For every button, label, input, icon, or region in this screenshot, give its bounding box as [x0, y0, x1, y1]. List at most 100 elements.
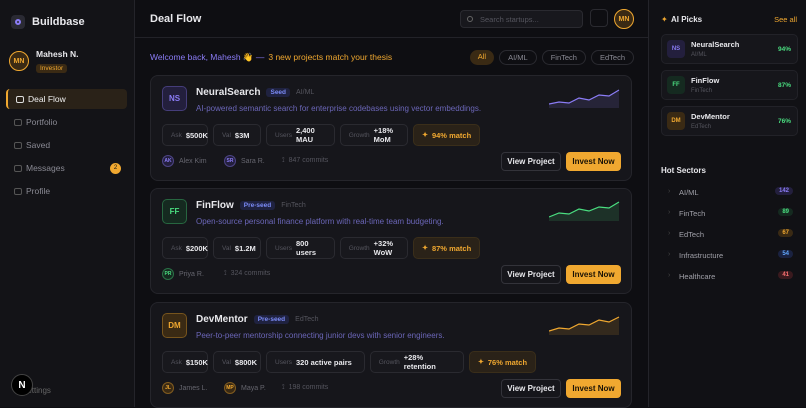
spark-line [549, 201, 620, 218]
sector-row[interactable]: › EdTech 67 [661, 228, 793, 242]
metric-value: 2,400 MAU [295, 126, 315, 144]
sector-row[interactable]: › Infrastructure 54 [661, 249, 793, 263]
metric-value: $500K [185, 130, 208, 140]
team-member: SR Sara R. [224, 155, 265, 167]
sparkline [549, 89, 620, 108]
member-avatar: PR [162, 268, 174, 280]
filter-chip[interactable]: AI/ML [499, 50, 537, 65]
description: Peer-to-peer mentorship connecting junio… [196, 331, 445, 340]
metric-value: 800 users [295, 239, 316, 257]
nav-item[interactable]: Saved [6, 135, 127, 155]
match-icon: ✦ [478, 359, 484, 366]
sector-name: AI/ML [679, 188, 699, 197]
search-box[interactable]: Search startups... [460, 10, 583, 28]
metric-value: $3M [234, 130, 250, 140]
sector-name: EdTech [679, 230, 705, 239]
bell-button[interactable] [590, 9, 608, 27]
stage-badge: Pre-seed [239, 201, 276, 210]
metric: Users 800 users [266, 237, 335, 259]
stage-badge: Seed [266, 88, 291, 97]
pick-score: 94% [777, 46, 791, 53]
commit-icon: ⟟ [282, 157, 285, 164]
nav-label: Profile [26, 186, 51, 196]
metric-label: Users [275, 244, 292, 252]
nav-item[interactable]: Profile [6, 181, 127, 201]
filter-chip[interactable]: FinTech [541, 50, 586, 65]
sector-row[interactable]: › FinTech 89 [661, 207, 793, 221]
match-text: 94% match [431, 130, 472, 140]
commit-icon: ⟟ [224, 270, 227, 277]
invest-button[interactable]: Invest Now [566, 379, 621, 398]
search-icon [467, 16, 473, 22]
sector-name: FinTech [679, 209, 706, 218]
main: Deal Flow Search startups... MN Welcome bac… [135, 0, 648, 408]
pick-item[interactable]: FF FinFlow FinTech 87% [661, 70, 798, 100]
see-all[interactable]: See all [774, 15, 797, 24]
sector: AI/ML [296, 89, 315, 96]
match-badge: ✦ 87% match [413, 237, 481, 259]
nav-item[interactable]: Portfolio [6, 112, 127, 132]
view-button[interactable]: View Project [501, 152, 561, 171]
sector-count: 54 [778, 250, 793, 258]
metric-value: +28% retention [403, 353, 436, 371]
view-button[interactable]: View Project [501, 265, 561, 284]
project-card: FF FinFlow Pre-seed FinTech Open-source pers… [150, 188, 632, 294]
project-logo: NS [162, 86, 187, 111]
logo-icon [11, 15, 25, 29]
logo-dot [15, 19, 21, 25]
invest-button[interactable]: Invest Now [566, 152, 621, 171]
member-avatar: MP [224, 382, 236, 394]
sector-chevron: › [668, 251, 671, 258]
pick-sector: FinTech [691, 88, 713, 94]
welcome-highlight: 3 new projects match your thesis [268, 52, 393, 62]
metric-value: +18% MoM [373, 126, 394, 144]
metric-label: Ask [171, 244, 182, 252]
metric: Growth +18% MoM [339, 124, 409, 146]
pick-logo: DM [667, 112, 685, 130]
nav-item[interactable]: Deal Flow [6, 89, 127, 109]
sector-count: 67 [778, 229, 793, 237]
metric-value: $800K [234, 357, 258, 367]
metric-label: Growth [348, 244, 370, 252]
user-name: Mahesh N. [36, 49, 79, 59]
nav-icon [14, 187, 22, 195]
match-badge: ✦ 94% match [413, 124, 481, 146]
nav-label: Portfolio [26, 117, 58, 127]
filter-chip[interactable]: All [469, 50, 495, 65]
sector-row[interactable]: › Healthcare 41 [661, 270, 793, 284]
sector-row[interactable]: › AI/ML 142 [661, 186, 793, 200]
project-name: NeuralSearch [196, 87, 261, 98]
footer-badge: N [11, 374, 33, 396]
match-text: 76% match [487, 357, 528, 367]
pick-item[interactable]: NS NeuralSearch AI/ML 94% [661, 34, 798, 64]
sector-count: 41 [778, 271, 793, 279]
spark-line [549, 89, 620, 105]
commit-count: 324 commits [230, 270, 271, 277]
sector: EdTech [295, 316, 319, 323]
nav-icon [16, 95, 24, 103]
nav-item[interactable]: Messages 2 [6, 158, 127, 178]
sectors-title: Hot Sectors [661, 166, 706, 175]
filter-chip[interactable]: EdTech [590, 50, 634, 65]
metric: Users 320 active pairs [266, 351, 365, 373]
member-avatar: AK [162, 155, 174, 167]
pick-sector: AI/ML [691, 52, 707, 58]
invest-button[interactable]: Invest Now [566, 265, 621, 284]
member-name: Maya P. [241, 384, 266, 392]
spark-area [549, 317, 619, 335]
sector-count: 89 [778, 208, 793, 216]
title-line: DevMentor Pre-seed EdTech [196, 314, 319, 325]
metric-label: Val [222, 131, 231, 139]
sidebar: Buildbase MN Mahesh N. Investor Deal Flow Por… [0, 0, 135, 407]
pick-score: 76% [777, 118, 791, 125]
nav-label: Messages [26, 163, 65, 173]
welcome-text: Welcome back, Mahesh 👋 — [150, 52, 265, 62]
metric-label: Ask [171, 358, 182, 366]
view-button[interactable]: View Project [501, 379, 561, 398]
metric-label: Growth [348, 131, 370, 139]
nav-label: Saved [26, 140, 51, 150]
nav-icon [14, 118, 22, 126]
pick-item[interactable]: DM DevMentor EdTech 76% [661, 106, 798, 136]
match-icon: ✦ [422, 245, 428, 252]
header-avatar[interactable]: MN [614, 9, 634, 29]
